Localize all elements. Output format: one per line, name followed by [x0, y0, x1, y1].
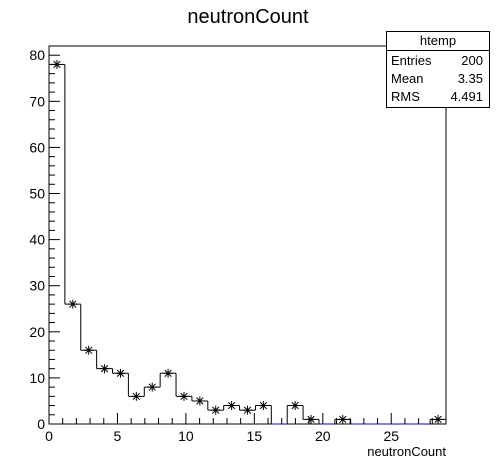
data-point: [243, 405, 252, 415]
marker-stroke: [164, 369, 172, 377]
y-tick-label: 10: [29, 370, 45, 386]
histogram-line: [48, 63, 446, 425]
marker-stroke: [291, 401, 299, 410]
data-point: [84, 345, 94, 355]
marker-stroke: [259, 401, 268, 410]
stats-label: Mean: [391, 71, 424, 86]
marker-stroke: [227, 401, 236, 410]
stats-row-entries: Entries 200: [387, 51, 489, 69]
data-point: [227, 401, 237, 411]
marker-stroke: [243, 406, 252, 414]
data-markers: [52, 59, 443, 424]
x-tick-label: 20: [315, 428, 331, 444]
y-tick-label: 50: [29, 186, 45, 202]
data-point: [195, 396, 205, 406]
y-tick-label: 60: [29, 139, 45, 155]
data-point: [338, 414, 348, 424]
marker-stroke: [434, 415, 442, 424]
marker-stroke: [180, 392, 188, 400]
y-tick-label: 20: [29, 324, 45, 340]
x-tick-label: 15: [247, 428, 263, 444]
y-tick-label: 30: [29, 278, 45, 294]
data-point: [100, 364, 110, 374]
axis-ticks: 0 5 10 15 20 25 0 10 20 30 40 50 60 70 80: [29, 45, 447, 444]
x-tick-label: 25: [383, 428, 399, 444]
stats-box: htemp Entries 200 Mean 3.35 RMS 4.491: [386, 31, 490, 108]
y-tick-label: 0: [37, 416, 45, 432]
data-point: [115, 368, 125, 378]
marker-stroke: [339, 415, 347, 424]
x-tick-label: 0: [45, 428, 53, 444]
y-tick-label: 80: [29, 47, 45, 63]
data-point: [258, 401, 268, 411]
data-point: [163, 368, 173, 378]
x-tick-label: 10: [178, 428, 194, 444]
chart-title: neutronCount: [187, 6, 309, 28]
data-point: [131, 391, 141, 401]
stats-row-rms: RMS 4.491: [387, 87, 489, 105]
marker-stroke: [148, 383, 156, 391]
marker-stroke: [100, 365, 109, 373]
marker-stroke: [212, 406, 220, 414]
data-point: [433, 414, 443, 424]
data-point: [290, 401, 300, 411]
data-point: [211, 405, 221, 415]
stats-label: RMS: [391, 89, 420, 104]
marker-stroke: [53, 60, 61, 69]
data-point: [68, 299, 78, 309]
stats-label: Entries: [391, 53, 432, 68]
data-point: [147, 382, 157, 392]
stats-box-title: htemp: [387, 32, 489, 51]
y-tick-label: 40: [29, 232, 45, 248]
stats-row-mean: Mean 3.35: [387, 69, 489, 87]
x-axis-label: neutronCount: [367, 444, 446, 459]
marker-stroke: [132, 392, 140, 400]
stats-value: 4.491: [450, 89, 483, 104]
marker-stroke: [85, 346, 93, 354]
y-tick-label: 70: [29, 93, 45, 109]
marker-stroke: [196, 397, 204, 405]
data-point: [306, 414, 316, 424]
data-point: [179, 391, 189, 401]
stats-value: 3.35: [457, 71, 483, 86]
marker-stroke: [69, 300, 77, 308]
marker-stroke: [116, 369, 125, 377]
x-tick-label: 5: [114, 428, 122, 444]
stats-value: 200: [461, 53, 483, 68]
